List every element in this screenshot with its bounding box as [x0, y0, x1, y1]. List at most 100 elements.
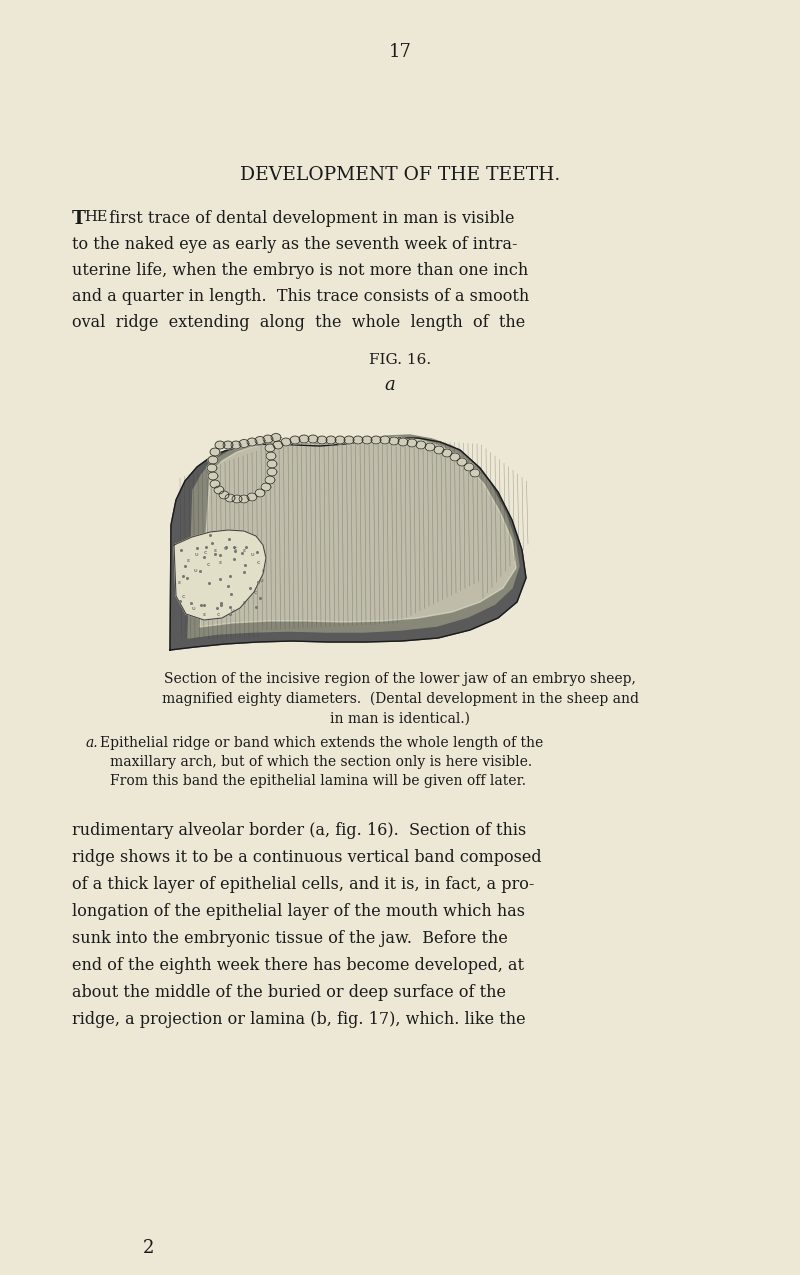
Polygon shape — [416, 441, 426, 449]
Text: to the naked eye as early as the seventh week of intra-: to the naked eye as early as the seventh… — [72, 236, 518, 252]
Polygon shape — [200, 437, 516, 627]
Polygon shape — [265, 476, 275, 484]
Polygon shape — [255, 490, 265, 497]
Polygon shape — [214, 486, 224, 493]
Polygon shape — [219, 491, 229, 499]
Text: ε: ε — [202, 612, 206, 617]
Polygon shape — [344, 436, 354, 444]
Text: 2: 2 — [142, 1239, 154, 1257]
Text: ε: ε — [218, 560, 222, 565]
Text: c: c — [256, 560, 260, 565]
Polygon shape — [188, 435, 519, 638]
Polygon shape — [267, 468, 277, 476]
Polygon shape — [398, 439, 408, 446]
Text: rudimentary alveolar border (a, fig. 16).  Section of this: rudimentary alveolar border (a, fig. 16)… — [72, 822, 526, 839]
Polygon shape — [255, 436, 265, 445]
Polygon shape — [215, 441, 225, 449]
Polygon shape — [239, 440, 249, 448]
Text: magnified eighty diameters.  (Dental development in the sheep and: magnified eighty diameters. (Dental deve… — [162, 692, 638, 706]
Polygon shape — [464, 463, 474, 470]
Polygon shape — [371, 436, 381, 444]
Polygon shape — [208, 472, 218, 479]
Polygon shape — [389, 437, 399, 445]
Polygon shape — [232, 495, 242, 502]
Text: T: T — [72, 210, 86, 228]
Polygon shape — [326, 436, 336, 444]
Text: ε: ε — [186, 557, 190, 562]
Polygon shape — [290, 436, 300, 444]
Polygon shape — [247, 439, 257, 446]
Text: ridge shows it to be a continuous vertical band composed: ridge shows it to be a continuous vertic… — [72, 849, 542, 866]
Polygon shape — [470, 469, 480, 477]
Polygon shape — [261, 483, 271, 491]
Polygon shape — [170, 439, 526, 650]
Text: ε: ε — [214, 547, 217, 552]
Text: first trace of dental development in man is visible: first trace of dental development in man… — [104, 210, 514, 227]
Text: Section of the incisive region of the lower jaw of an embryo sheep,: Section of the incisive region of the lo… — [164, 672, 636, 686]
Polygon shape — [174, 530, 266, 620]
Polygon shape — [407, 439, 417, 448]
Polygon shape — [266, 453, 276, 460]
Polygon shape — [231, 441, 241, 449]
Text: υ: υ — [230, 607, 234, 612]
Text: in man is identical.): in man is identical.) — [330, 711, 470, 725]
Text: υ: υ — [259, 578, 263, 583]
Polygon shape — [425, 442, 435, 451]
Text: υ: υ — [250, 552, 254, 556]
Text: c: c — [182, 594, 185, 599]
Text: c: c — [234, 547, 237, 552]
Text: a.: a. — [86, 736, 98, 750]
Polygon shape — [281, 439, 291, 446]
Polygon shape — [442, 449, 452, 456]
Polygon shape — [208, 456, 218, 464]
Text: υ: υ — [223, 547, 227, 552]
Polygon shape — [223, 441, 233, 449]
Text: c: c — [203, 550, 206, 555]
Polygon shape — [225, 493, 235, 502]
Text: about the middle of the buried or deep surface of the: about the middle of the buried or deep s… — [72, 984, 506, 1001]
Text: c: c — [216, 612, 220, 617]
Text: uterine life, when the embryo is not more than one inch: uterine life, when the embryo is not mor… — [72, 261, 528, 279]
Text: υ: υ — [191, 606, 195, 611]
Text: c: c — [206, 562, 210, 567]
Text: maxillary arch, but of which the section only is here visible.: maxillary arch, but of which the section… — [110, 755, 532, 769]
Polygon shape — [263, 435, 273, 442]
Polygon shape — [450, 453, 460, 462]
Text: ε: ε — [178, 580, 181, 585]
Text: and a quarter in length.  This trace consists of a smooth: and a quarter in length. This trace cons… — [72, 288, 530, 305]
Text: oval  ridge  extending  along  the  whole  length  of  the: oval ridge extending along the whole len… — [72, 314, 526, 332]
Polygon shape — [434, 446, 444, 454]
Polygon shape — [362, 436, 372, 444]
Polygon shape — [247, 493, 257, 501]
Text: ridge, a projection or lamina (b, fig. 17), which. like the: ridge, a projection or lamina (b, fig. 1… — [72, 1011, 526, 1028]
Polygon shape — [207, 464, 217, 472]
Polygon shape — [308, 435, 318, 442]
Polygon shape — [265, 444, 275, 451]
Polygon shape — [273, 441, 283, 449]
Text: 17: 17 — [389, 43, 411, 61]
Text: υ: υ — [194, 552, 198, 557]
Polygon shape — [335, 436, 345, 444]
Text: From this band the epithelial lamina will be given off later.: From this band the epithelial lamina wil… — [110, 774, 526, 788]
Polygon shape — [353, 436, 363, 444]
Text: sunk into the embryonic tissue of the jaw.  Before the: sunk into the embryonic tissue of the ja… — [72, 929, 508, 947]
Text: υ: υ — [193, 567, 197, 572]
Text: HE: HE — [84, 210, 107, 224]
Text: ε: ε — [242, 547, 246, 552]
Text: ε: ε — [242, 599, 246, 604]
Text: c: c — [254, 589, 257, 594]
Polygon shape — [457, 458, 467, 465]
Text: DEVELOPMENT OF THE TEETH.: DEVELOPMENT OF THE TEETH. — [240, 166, 560, 184]
Polygon shape — [271, 434, 281, 441]
Text: Epithelial ridge or band which extends the whole length of the: Epithelial ridge or band which extends t… — [100, 736, 543, 750]
Polygon shape — [210, 479, 220, 488]
Polygon shape — [210, 448, 220, 456]
Text: longation of the epithelial layer of the mouth which has: longation of the epithelial layer of the… — [72, 903, 525, 921]
Text: end of the eighth week there has become developed, at: end of the eighth week there has become … — [72, 958, 524, 974]
Text: FIG. 16.: FIG. 16. — [369, 353, 431, 367]
Polygon shape — [267, 460, 277, 468]
Polygon shape — [317, 436, 327, 444]
Text: of a thick layer of epithelial cells, and it is, in fact, a pro-: of a thick layer of epithelial cells, an… — [72, 876, 534, 892]
Polygon shape — [299, 435, 309, 442]
Polygon shape — [239, 495, 249, 502]
